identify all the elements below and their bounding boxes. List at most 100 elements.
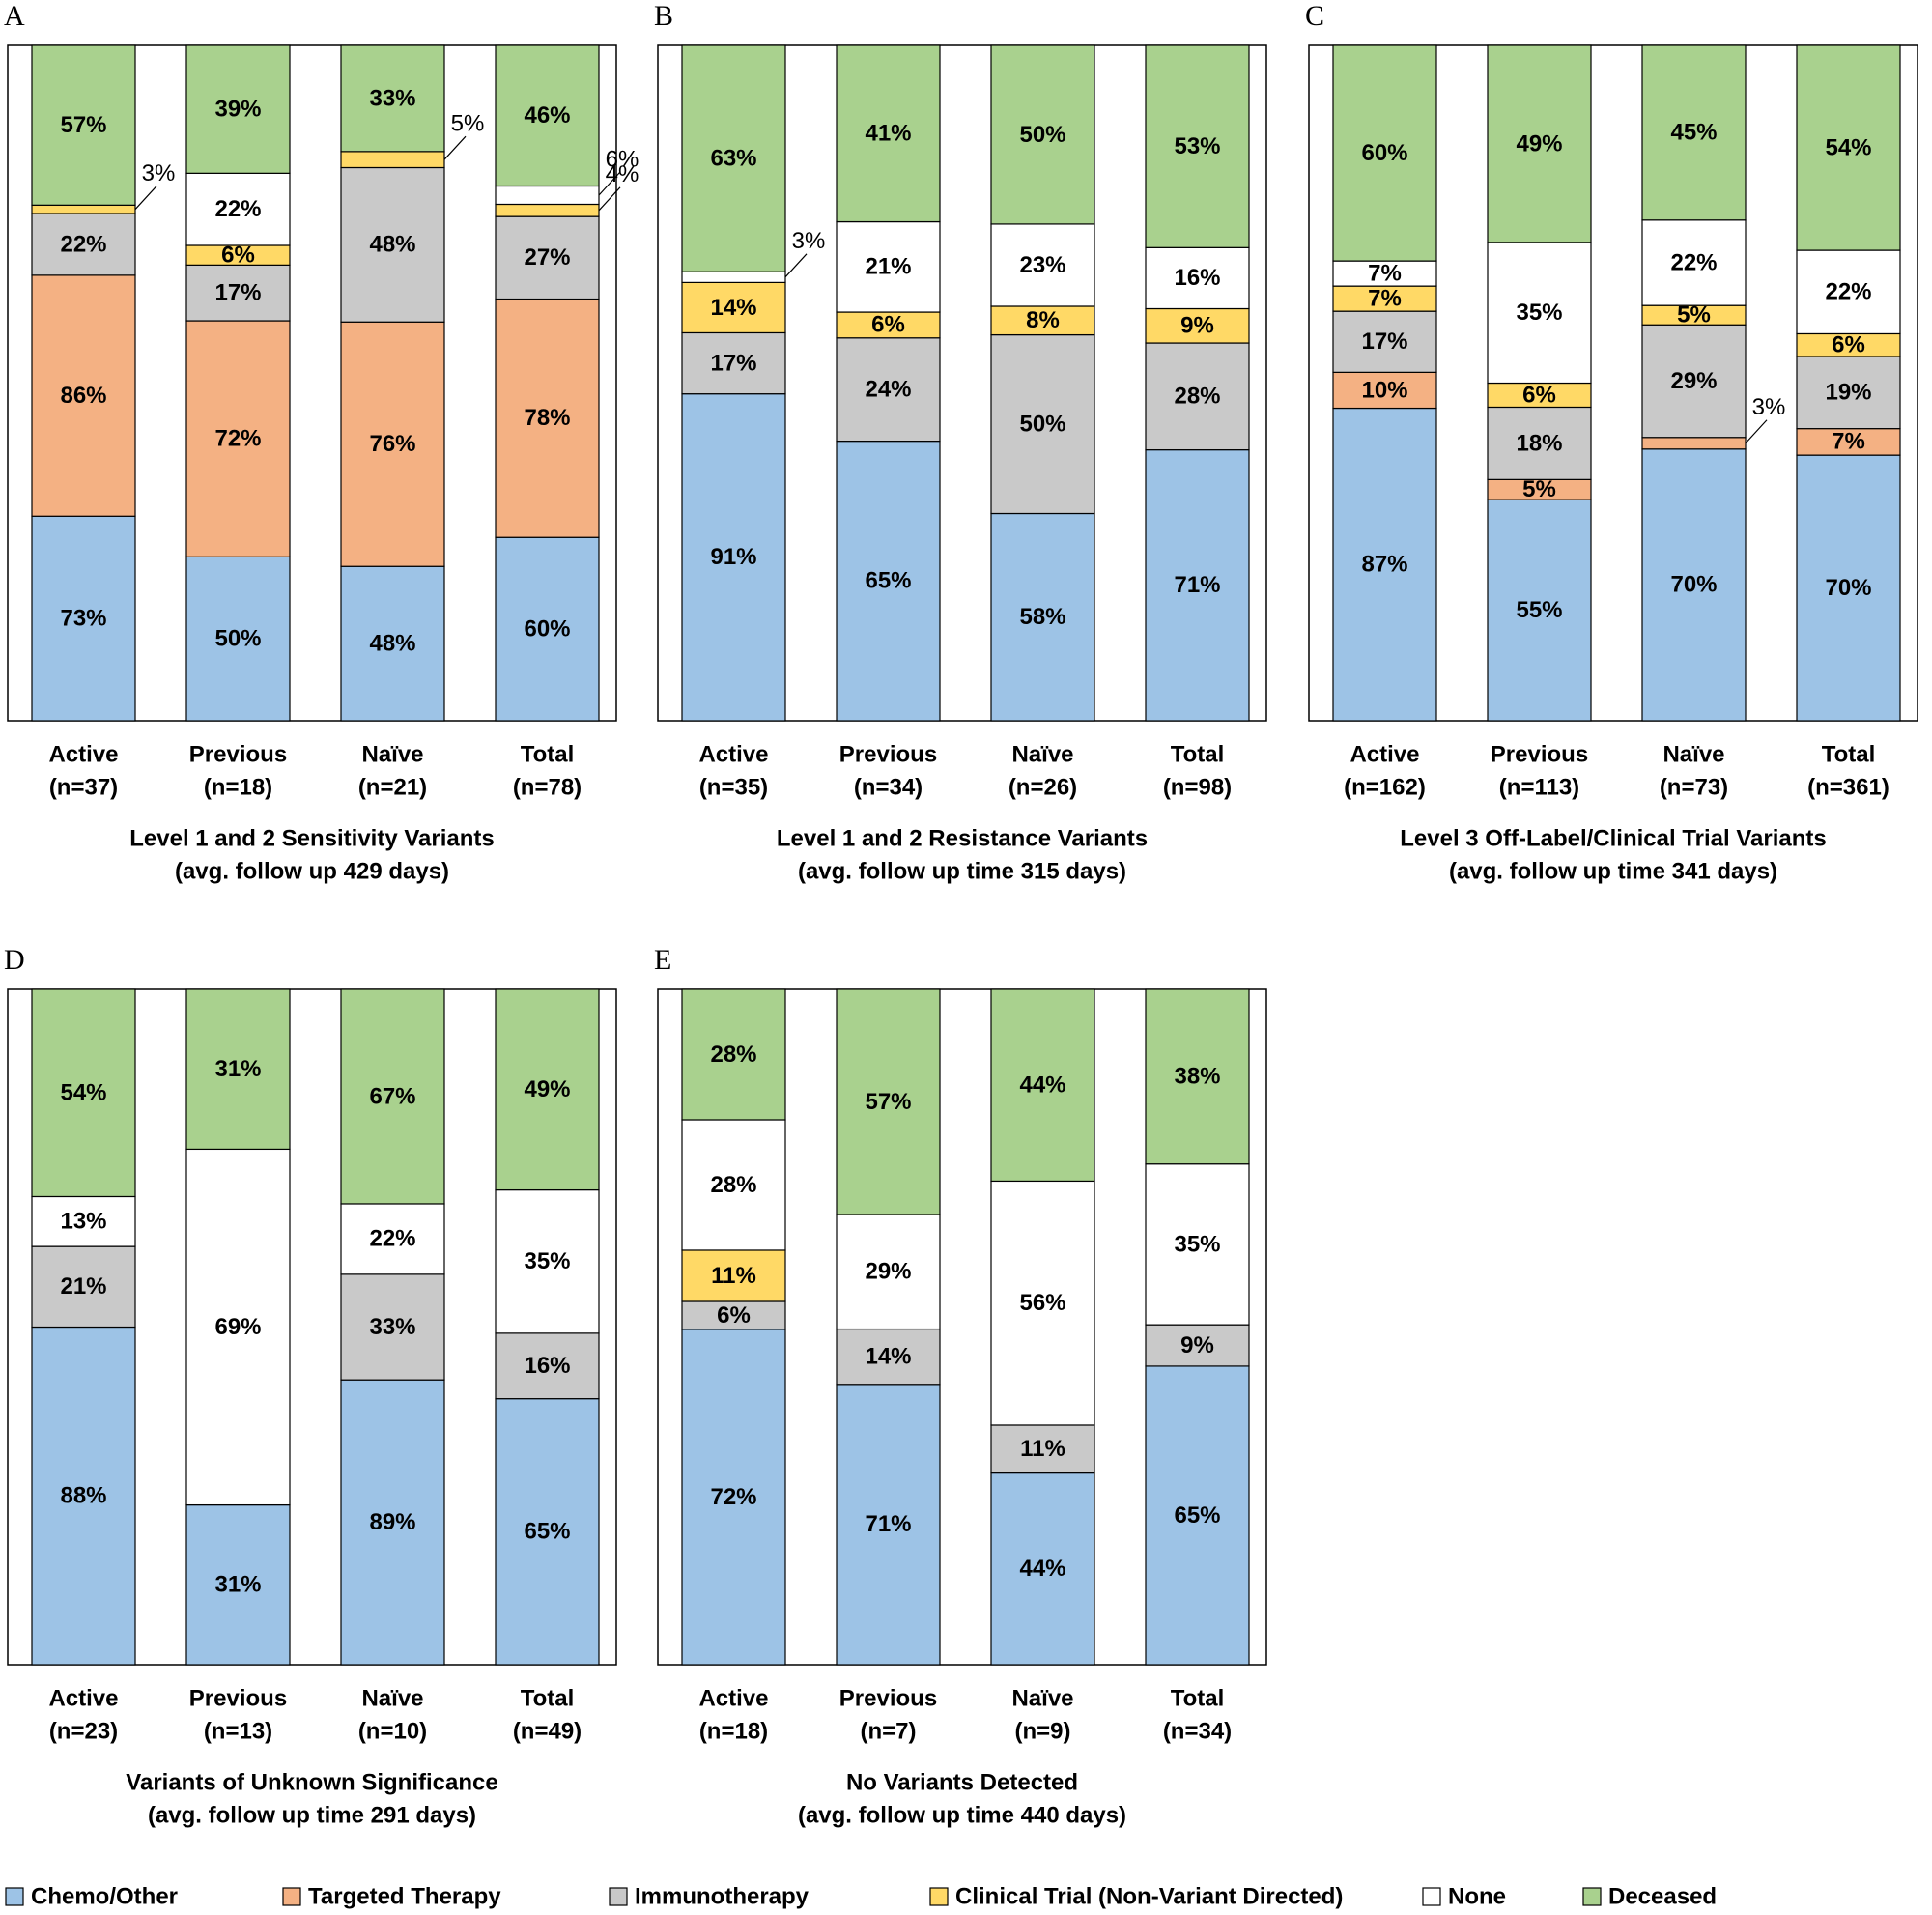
bar-segment <box>836 44 941 223</box>
bar-segment <box>340 1273 445 1381</box>
data-label: 29% <box>865 1259 911 1285</box>
data-label: 91% <box>710 544 756 570</box>
data-label: 17% <box>1361 329 1407 355</box>
data-label: 22% <box>1670 249 1717 275</box>
bar-segment <box>836 988 941 1215</box>
x-tick-count: (n=49) <box>513 1718 582 1744</box>
bar-segment <box>495 1188 600 1334</box>
x-tick-count: (n=78) <box>513 774 582 800</box>
data-label: 60% <box>1361 140 1407 166</box>
data-label: 17% <box>710 350 756 376</box>
data-label: 16% <box>1174 265 1220 291</box>
bar-segment <box>1332 44 1437 262</box>
data-label: 48% <box>369 232 415 258</box>
data-label: 44% <box>1019 1072 1065 1099</box>
bar-segment <box>495 536 600 722</box>
bar-segment <box>1332 260 1437 287</box>
data-label: 33% <box>369 85 415 111</box>
bar-segment <box>495 203 600 217</box>
x-tick-label: Active <box>698 1685 768 1711</box>
panel-letter: C <box>1305 0 1324 32</box>
bar-segment <box>1145 44 1250 248</box>
bar-segment <box>185 264 291 322</box>
data-label: 5% <box>1522 476 1556 502</box>
x-tick-count: (n=7) <box>860 1718 916 1744</box>
leader-line <box>598 171 621 196</box>
bar-segment <box>1332 407 1437 722</box>
bar-segment <box>340 1379 445 1666</box>
x-tick-count: (n=13) <box>204 1718 272 1744</box>
data-label: 71% <box>865 1511 911 1537</box>
bar-segment <box>836 1214 941 1330</box>
x-tick-count: (n=73) <box>1660 774 1728 800</box>
legend-label: Clinical Trial (Non-Variant Directed) <box>955 1883 1343 1909</box>
panel-letter: B <box>654 0 673 32</box>
x-tick-count: (n=34) <box>854 774 923 800</box>
data-label: 27% <box>524 244 570 271</box>
bar-segment <box>340 166 445 323</box>
x-tick-count: (n=37) <box>49 774 118 800</box>
data-label: 22% <box>214 196 261 222</box>
bar-segment <box>1145 449 1250 722</box>
data-label: 49% <box>1516 130 1562 157</box>
bar-segment <box>495 185 600 206</box>
x-tick-label: Total <box>1171 1685 1225 1711</box>
legend-label: Targeted Therapy <box>308 1883 501 1909</box>
bar-segment <box>990 1424 1095 1474</box>
x-tick-label: Total <box>1171 741 1225 767</box>
x-tick-label: Total <box>521 741 575 767</box>
bar-segment <box>681 1119 786 1251</box>
data-label: 8% <box>1026 307 1060 333</box>
bar-segment <box>1332 371 1437 410</box>
x-tick-count: (n=113) <box>1499 774 1579 800</box>
bar-segment <box>681 271 786 283</box>
bar-segment <box>1487 406 1592 480</box>
legend-label: Deceased <box>1608 1883 1717 1909</box>
bar-segment <box>836 1384 941 1666</box>
bar-segment <box>1145 307 1250 344</box>
bar-segment <box>1487 499 1592 722</box>
bar-segment <box>495 988 600 1191</box>
bar-segment <box>990 512 1095 722</box>
bar-segment <box>31 1245 136 1329</box>
plot-frame <box>7 988 617 1666</box>
data-label: 21% <box>60 1273 106 1300</box>
plot-frame <box>657 44 1267 722</box>
bar-segment <box>340 44 445 153</box>
bar-segment <box>681 988 786 1121</box>
data-label: 31% <box>214 1056 261 1082</box>
axis-sublabel: (avg. follow up time 341 days) <box>1449 858 1777 884</box>
data-label: 11% <box>1020 1436 1065 1462</box>
panel-letter: D <box>4 944 25 976</box>
data-label: 9% <box>1180 313 1214 339</box>
data-label: 54% <box>1825 134 1871 160</box>
data-label: 76% <box>369 431 415 457</box>
plot-frame <box>1308 44 1918 722</box>
panel-letter: E <box>654 944 671 976</box>
data-label: 17% <box>214 280 261 306</box>
bar-segment <box>990 988 1095 1183</box>
data-label: 72% <box>710 1484 756 1510</box>
leader-line <box>1745 419 1768 444</box>
axis-sublabel: (avg. follow up time 291 days) <box>148 1802 476 1828</box>
bar-segment <box>185 1503 291 1666</box>
data-label: 3% <box>142 160 176 186</box>
bar-segment <box>340 988 445 1205</box>
data-label: 89% <box>369 1509 415 1535</box>
bar-segment <box>836 1328 941 1386</box>
x-tick-label: Previous <box>189 741 287 767</box>
axis-sublabel: (avg. follow up time 315 days) <box>798 858 1126 884</box>
x-tick-label: Total <box>1822 741 1876 767</box>
legend-swatch <box>929 1887 949 1906</box>
bar-segment <box>990 1180 1095 1426</box>
x-tick-label: Previous <box>1491 741 1588 767</box>
data-label: 5% <box>451 111 485 137</box>
bar-segment <box>185 988 291 1151</box>
bar-segment <box>1641 219 1747 306</box>
legend-swatch <box>282 1887 301 1906</box>
bar-segment <box>495 44 600 187</box>
bar-segment <box>990 305 1095 336</box>
data-label: 6% <box>1522 382 1556 408</box>
data-label: 7% <box>1368 260 1402 286</box>
